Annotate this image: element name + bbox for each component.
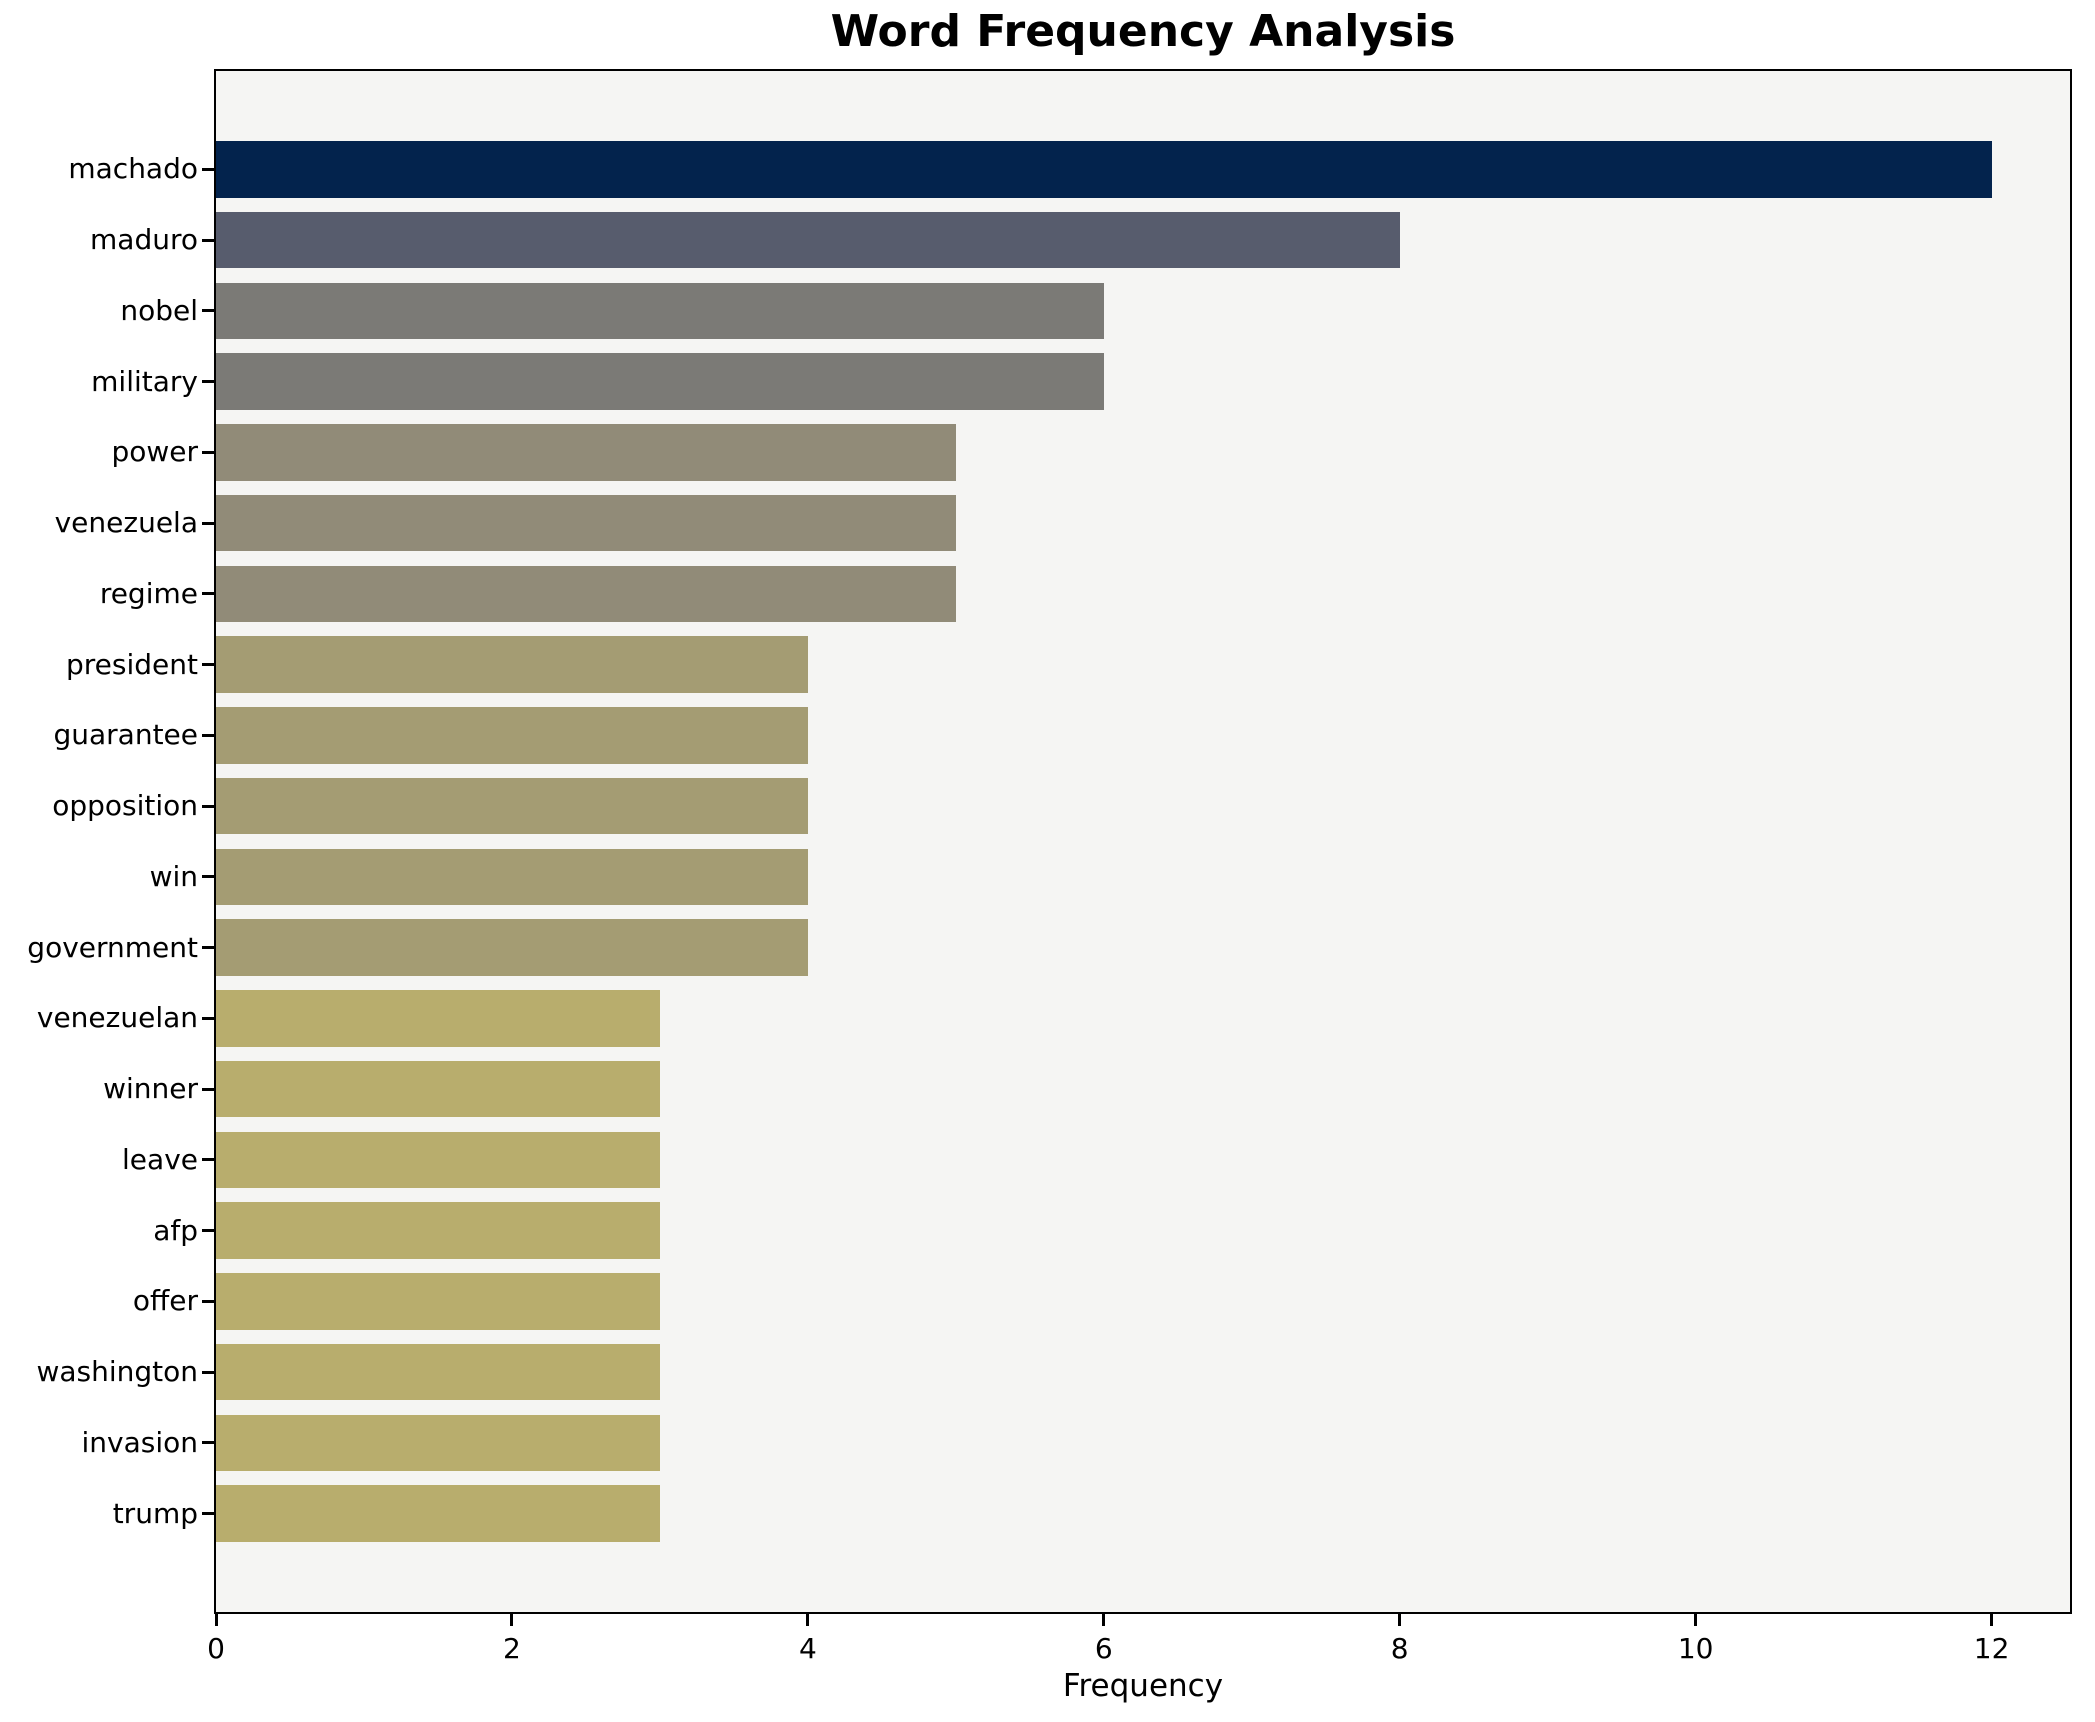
bar <box>216 1060 660 1118</box>
y-axis-tick <box>202 1299 214 1303</box>
y-tick-label: military <box>91 364 198 398</box>
x-axis-tick <box>1990 1614 1994 1626</box>
y-axis-tick <box>202 309 214 313</box>
y-axis-tick <box>202 521 214 525</box>
y-tick-label: win <box>149 859 198 893</box>
bar <box>216 990 660 1047</box>
y-axis-tick <box>202 380 214 384</box>
y-axis-tick <box>202 733 214 737</box>
x-axis-tick <box>1694 1614 1698 1626</box>
bar <box>216 1414 660 1472</box>
bar <box>216 1202 660 1259</box>
bar <box>216 565 956 623</box>
bar <box>216 1485 660 1542</box>
y-axis-tick <box>202 450 214 454</box>
y-axis-tick <box>202 663 214 667</box>
x-tick-label: 12 <box>1973 1632 2010 1665</box>
x-axis-label: Frequency <box>1062 1668 1224 1704</box>
y-tick-label: guarantee <box>53 718 198 752</box>
x-tick-label: 4 <box>798 1632 817 1665</box>
y-axis-tick <box>202 1370 214 1374</box>
bar <box>216 424 956 481</box>
x-tick-label: 6 <box>1094 1632 1113 1665</box>
y-tick-label: offer <box>132 1284 198 1318</box>
bar <box>216 353 1104 410</box>
bar <box>216 1273 660 1330</box>
y-tick-label: afp <box>153 1213 198 1247</box>
bar <box>216 777 808 835</box>
y-tick-label: president <box>66 647 198 681</box>
y-axis-tick <box>202 1087 214 1091</box>
bar <box>216 141 1992 198</box>
x-axis-tick <box>1398 1614 1402 1626</box>
y-tick-label: invasion <box>81 1425 199 1459</box>
bar <box>216 636 808 693</box>
y-tick-label: regime <box>99 576 198 610</box>
bar <box>216 494 956 552</box>
x-tick-label: 10 <box>1677 1632 1714 1665</box>
y-axis-tick <box>202 1158 214 1162</box>
y-tick-label: opposition <box>52 789 198 823</box>
y-axis-tick <box>202 1229 214 1233</box>
y-tick-label: leave <box>122 1142 198 1176</box>
y-axis-tick <box>202 804 214 808</box>
x-axis-tick <box>1102 1614 1106 1626</box>
bar <box>216 1343 660 1401</box>
y-tick-label: government <box>27 930 198 964</box>
y-tick-label: power <box>111 435 198 469</box>
y-tick-label: machado <box>68 152 198 186</box>
y-axis-tick <box>202 167 214 171</box>
y-tick-label: venezuela <box>54 506 198 540</box>
x-axis-tick <box>510 1614 514 1626</box>
bar <box>216 919 808 976</box>
y-axis-tick <box>202 875 214 879</box>
bar <box>216 848 808 906</box>
y-axis-tick <box>202 592 214 596</box>
x-axis-tick <box>214 1614 218 1626</box>
plot-area <box>214 69 2072 1614</box>
y-axis-tick <box>202 1512 214 1516</box>
x-axis-tick <box>806 1614 810 1626</box>
y-tick-label: nobel <box>120 293 198 327</box>
y-tick-label: winner <box>103 1072 198 1106</box>
chart-title: Word Frequency Analysis <box>830 6 1456 57</box>
y-axis-tick <box>202 1441 214 1445</box>
y-tick-label: venezuelan <box>36 1001 198 1035</box>
x-tick-label: 2 <box>503 1632 521 1665</box>
y-tick-label: washington <box>36 1355 198 1389</box>
y-axis-tick <box>202 946 214 950</box>
x-tick-label: 8 <box>1390 1632 1409 1665</box>
bar <box>216 1131 660 1189</box>
y-axis-tick <box>202 238 214 242</box>
y-tick-label: trump <box>112 1496 198 1530</box>
y-axis-tick <box>202 1016 214 1020</box>
y-tick-label: maduro <box>90 223 198 257</box>
bar <box>216 211 1400 269</box>
bar <box>216 707 808 764</box>
x-tick-label: 0 <box>207 1632 225 1665</box>
bar <box>216 282 1104 340</box>
